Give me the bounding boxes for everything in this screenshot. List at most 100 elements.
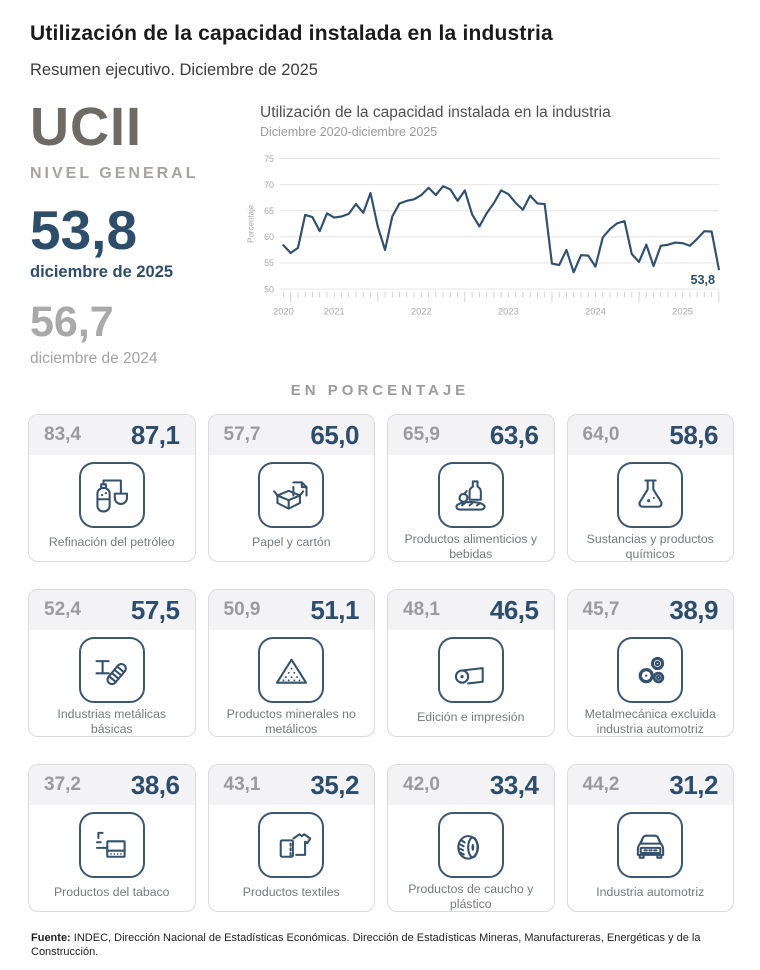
- sector-icon-frame: [617, 462, 684, 528]
- svg-text:60: 60: [264, 232, 274, 242]
- sector-current-value: 58,6: [669, 419, 718, 450]
- cigarette-pack-icon: [89, 823, 134, 868]
- mineral-pile-icon: [269, 648, 314, 693]
- sector-icon-frame: [78, 462, 145, 528]
- sector-values-band: 37,2 38,6: [29, 765, 195, 805]
- svg-text:2023: 2023: [498, 306, 519, 316]
- sector-card: 52,4 57,5 Industrias metálicas básicas: [28, 589, 196, 737]
- sector-label: Papel y cartón: [251, 535, 331, 550]
- source-label: Fuente:: [31, 932, 71, 944]
- ucii-summary: UCII NIVEL GENERAL 53,8 diciembre de 202…: [30, 94, 236, 368]
- sector-label: Productos del tabaco: [53, 885, 170, 900]
- sector-icon-frame: [258, 462, 325, 528]
- svg-text:2024: 2024: [585, 306, 606, 316]
- sector-current-value: 31,2: [669, 769, 718, 800]
- svg-text:Porcentaje: Porcentaje: [246, 204, 255, 243]
- sector-values-band: 45,7 38,9: [567, 590, 733, 630]
- page-title: Utilización de la capacidad instalada en…: [30, 22, 553, 45]
- sector-card: 57,7 65,0 Papel y cartón: [207, 414, 375, 562]
- sector-previous-value: 43,1: [223, 774, 261, 795]
- sector-current-value: 57,5: [130, 594, 180, 625]
- sector-values-band: 65,9 63,6: [388, 415, 554, 455]
- svg-text:2025: 2025: [672, 306, 693, 316]
- tire-icon: [448, 823, 493, 868]
- sector-previous-value: 64,0: [582, 424, 620, 445]
- sector-values-band: 42,0 33,4: [388, 765, 554, 805]
- summary-and-chart: UCII NIVEL GENERAL 53,8 diciembre de 202…: [0, 94, 760, 368]
- svg-text:53,8: 53,8: [690, 273, 715, 287]
- chart-panel: Utilización de la capacidad instalada en…: [236, 94, 742, 368]
- sector-label: Refinación del petróleo: [48, 535, 175, 550]
- ucii-previous-date: diciembre de 2024: [30, 350, 158, 367]
- sector-current-value: 65,0: [310, 419, 359, 450]
- sector-card: 64,0 58,6 Sustancias y productos químico…: [566, 414, 734, 562]
- sector-current-value: 51,1: [310, 594, 359, 625]
- sector-icon-frame: [617, 812, 684, 878]
- sector-previous-value: 42,0: [403, 774, 440, 795]
- page-subtitle: Resumen ejecutivo. Diciembre de 2025: [30, 61, 318, 79]
- ucii-previous-value: 56,7: [30, 298, 114, 346]
- sector-card: 48,1 46,5 Edición e impresión: [387, 589, 555, 737]
- cardboard-box-icon: [269, 473, 314, 518]
- svg-text:2022: 2022: [411, 306, 432, 316]
- sector-label: Productos de caucho y plástico: [408, 882, 534, 912]
- oil-refinery-icon: [89, 473, 134, 518]
- sector-cards-grid: 83,4 87,1 Refinación del petróleo 57,7 6…: [28, 414, 734, 912]
- sector-label: Edición e impresión: [417, 710, 525, 725]
- sector-current-value: 63,6: [489, 419, 539, 450]
- sector-previous-value: 37,2: [44, 774, 81, 795]
- sector-label: Industria automotriz: [596, 885, 705, 900]
- sector-icon-frame: [78, 812, 145, 878]
- ucii-level-label: NIVEL GENERAL: [30, 165, 199, 182]
- sector-previous-value: 52,4: [44, 599, 81, 620]
- sector-card: 43,1 35,2 Productos textiles: [207, 764, 375, 912]
- sector-values-band: 83,4 87,1: [29, 415, 195, 455]
- sector-current-value: 38,6: [130, 769, 180, 800]
- sector-label: Industrias metálicas básicas: [57, 707, 167, 737]
- sector-previous-value: 48,1: [403, 599, 440, 620]
- sector-current-value: 38,9: [669, 594, 718, 625]
- sector-values-band: 64,0 58,6: [567, 415, 733, 455]
- sector-values-band: 57,7 65,0: [208, 415, 374, 455]
- sector-card: 45,7 38,9 Metalmecánica excluida industr…: [566, 589, 734, 737]
- sector-label: Metalmecánica excluida industria automot…: [584, 707, 716, 737]
- sector-current-value: 35,2: [310, 769, 359, 800]
- svg-text:2020: 2020: [273, 306, 294, 316]
- capacity-line-chart: 50 55 60 65 70 75 Porcentaje 2020 2021 2022 2023 20…: [246, 154, 720, 316]
- sector-icon-frame: [617, 637, 684, 703]
- svg-text:55: 55: [264, 258, 274, 268]
- ucii-current-value: 53,8: [30, 199, 138, 261]
- source-text: INDEC, Dirección Nacional de Estadística…: [31, 932, 701, 959]
- sector-card: 37,2 38,6 Productos del tabaco: [28, 764, 196, 912]
- sector-card: 50,9 51,1 Productos minerales no metálic…: [207, 589, 375, 737]
- svg-text:2021: 2021: [324, 306, 345, 316]
- svg-text:70: 70: [264, 180, 274, 190]
- sector-label: Productos alimenticios y bebidas: [404, 532, 538, 562]
- report-header: Utilización de la capacidad instalada en…: [0, 0, 760, 80]
- sector-values-band: 44,2 31,2: [567, 765, 733, 805]
- sector-icon-frame: [258, 812, 325, 878]
- paper-roll-icon: [448, 648, 493, 693]
- sector-current-value: 46,5: [489, 594, 539, 625]
- sector-icon-frame: [78, 637, 145, 703]
- ucii-acronym: UCII: [30, 97, 142, 157]
- sector-card: 44,2 31,2 Industria automotriz: [566, 764, 734, 912]
- sector-values-band: 43,1 35,2: [208, 765, 374, 805]
- sector-previous-value: 83,4: [44, 424, 81, 445]
- sector-label: Productos textiles: [242, 885, 340, 900]
- sector-values-band: 52,4 57,5: [29, 590, 195, 630]
- sector-previous-value: 57,7: [223, 424, 261, 445]
- sector-icon-frame: [437, 637, 504, 703]
- sector-previous-value: 50,9: [223, 599, 261, 620]
- car-icon: [628, 823, 673, 868]
- sector-card: 42,0 33,4 Productos de caucho y plástico: [387, 764, 555, 912]
- svg-text:75: 75: [264, 154, 274, 164]
- sector-icon-frame: [437, 812, 504, 878]
- steel-beam-icon: [89, 648, 134, 693]
- sector-previous-value: 44,2: [582, 774, 620, 795]
- sector-previous-value: 45,7: [582, 599, 620, 620]
- section-label: EN PORCENTAJE: [290, 382, 470, 399]
- chart-subtitle: Diciembre 2020-diciembre 2025: [260, 125, 438, 139]
- sector-values-band: 48,1 46,5: [388, 590, 554, 630]
